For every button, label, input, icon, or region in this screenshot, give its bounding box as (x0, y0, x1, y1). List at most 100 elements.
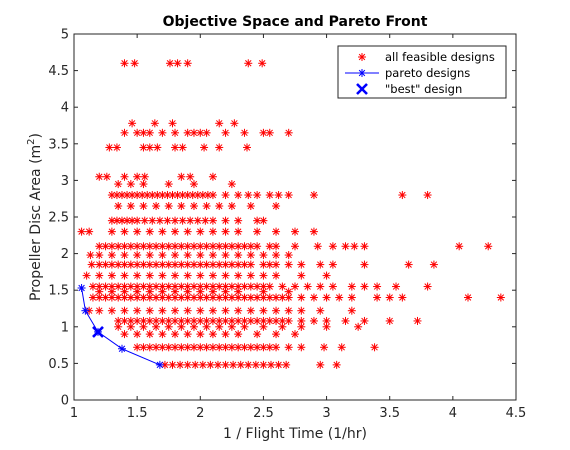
feasible-design-point (82, 271, 91, 280)
feasible-design-point (183, 271, 192, 280)
feasible-design-point (158, 260, 167, 269)
feasible-design-point (171, 316, 180, 325)
feasible-design-point (423, 282, 432, 291)
feasible-design-point (95, 242, 104, 251)
feasible-design-point (177, 322, 186, 331)
feasible-design-point (139, 180, 148, 189)
feasible-design-point (272, 343, 281, 352)
feasible-design-point (196, 306, 205, 315)
feasible-design-point (221, 293, 230, 302)
feasible-design-point (145, 306, 154, 315)
feasible-design-point (297, 316, 306, 325)
feasible-design-point (120, 251, 129, 260)
feasible-design-point (196, 287, 205, 296)
feasible-design-point (171, 330, 180, 339)
feasible-design-point (120, 306, 129, 315)
feasible-design-point (145, 128, 154, 137)
feasible-design-point (246, 343, 255, 352)
feasible-design-point (347, 293, 356, 302)
pareto-design-point (81, 306, 90, 315)
feasible-design-point (102, 172, 111, 181)
feasible-design-point (133, 242, 142, 251)
feasible-design-point (208, 227, 217, 236)
feasible-design-point (208, 251, 217, 260)
feasible-design-point (139, 202, 148, 211)
feasible-design-point (183, 251, 192, 260)
y-axis-label-main: Propeller Disc Area (m (28, 145, 44, 301)
feasible-design-point (177, 172, 186, 181)
feasible-design-point (164, 242, 173, 251)
feasible-design-point (120, 316, 129, 325)
feasible-design-point (171, 271, 180, 280)
feasible-design-point (139, 343, 148, 352)
feasible-design-point (87, 260, 96, 269)
feasible-design-point (155, 216, 164, 225)
feasible-design-point (337, 343, 346, 352)
feasible-design-point (221, 360, 230, 369)
feasible-design-point (171, 306, 180, 315)
feasible-design-point (284, 343, 293, 352)
feasible-design-point (350, 242, 359, 251)
feasible-design-point (282, 360, 291, 369)
feasible-design-point (145, 287, 154, 296)
feasible-design-point (183, 360, 192, 369)
feasible-design-point (140, 172, 149, 181)
feasible-design-point (297, 271, 306, 280)
feasible-design-point (198, 360, 207, 369)
feasible-design-point (464, 293, 473, 302)
feasible-design-point (398, 191, 407, 200)
feasible-design-point (177, 260, 186, 269)
feasible-design-point (200, 143, 209, 152)
y-tick-label: 4 (61, 101, 69, 116)
feasible-design-point (189, 242, 198, 251)
feasible-design-point (360, 316, 369, 325)
feasible-design-point (163, 216, 172, 225)
feasible-design-point (152, 242, 161, 251)
feasible-design-point (272, 316, 281, 325)
feasible-design-point (234, 227, 243, 236)
feasible-design-point (158, 242, 167, 251)
feasible-design-point (120, 59, 129, 68)
feasible-design-point (484, 242, 493, 251)
feasible-design-point (107, 251, 116, 260)
feasible-design-point (227, 322, 236, 331)
feasible-design-point (221, 216, 230, 225)
feasible-design-point (117, 191, 126, 200)
feasible-design-point (126, 316, 135, 325)
feasible-design-point (253, 330, 262, 339)
feasible-design-point (246, 271, 255, 280)
feasible-design-point (341, 316, 350, 325)
feasible-design-point (176, 360, 185, 369)
feasible-design-point (246, 251, 255, 260)
feasible-design-point (126, 293, 135, 302)
feasible-design-point (322, 316, 331, 325)
feasible-design-point (253, 343, 262, 352)
feasible-design-point (158, 251, 167, 260)
feasible-design-point (202, 202, 211, 211)
feasible-design-point (171, 251, 180, 260)
y-tick-label: 1.5 (48, 284, 69, 299)
feasible-design-point (183, 128, 192, 137)
feasible-design-point (243, 143, 252, 152)
y-tick-label: 3.5 (48, 137, 69, 152)
feasible-design-point (373, 282, 382, 291)
feasible-design-point (120, 128, 129, 137)
feasible-design-point (178, 143, 187, 152)
feasible-design-point (297, 322, 306, 331)
feasible-design-point (208, 287, 217, 296)
feasible-design-point (183, 293, 192, 302)
feasible-design-point (373, 293, 382, 302)
legend-box (337, 45, 507, 99)
feasible-design-point (145, 227, 154, 236)
feasible-design-point (274, 360, 283, 369)
feasible-design-point (183, 59, 192, 68)
legend-symbol-best (356, 83, 368, 95)
feasible-design-point (259, 322, 268, 331)
feasible-design-point (253, 191, 262, 200)
feasible-design-point (272, 227, 281, 236)
feasible-design-point (164, 202, 173, 211)
x-tick-label: 2.5 (253, 406, 274, 421)
feasible-design-point (153, 143, 162, 152)
feasible-design-point (392, 282, 401, 291)
